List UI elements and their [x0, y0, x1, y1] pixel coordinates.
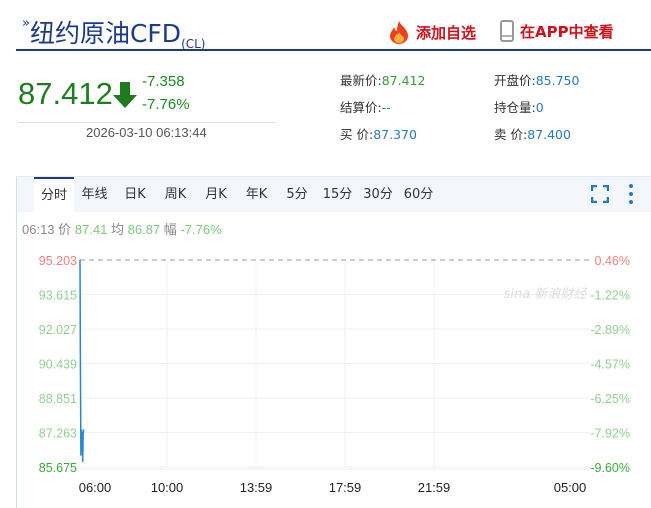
x-tick-label: 21:59: [418, 480, 451, 495]
x-tick-label: 10:00: [151, 480, 184, 495]
price-line: [79, 259, 85, 463]
price-change-percent: -7.76%: [142, 96, 190, 113]
fullscreen-icon[interactable]: [591, 185, 609, 203]
tab-8[interactable]: 30分: [363, 187, 393, 202]
flame-icon: [390, 21, 408, 44]
chart-panel: [16, 176, 651, 508]
x-tick-label: 05:00: [554, 480, 587, 495]
x-tick-label: 06:00: [79, 480, 112, 495]
tab-9[interactable]: 60分: [403, 187, 434, 202]
tab-7[interactable]: 15分: [322, 187, 353, 202]
y-tick-label: 88.851: [39, 392, 77, 406]
quote-field: 持仓量:0: [494, 100, 544, 115]
chart-tabs: 分时 年线 日K 周K 月K 年K 5分 15分 30分 60分: [17, 177, 651, 212]
header-divider: [16, 49, 651, 51]
y-tick-label: 90.439: [39, 358, 77, 372]
y-tick-label: 85.675: [39, 461, 77, 475]
quote-field: 结算价:--: [340, 100, 391, 115]
tab-2[interactable]: 日K: [124, 187, 146, 202]
crosshair-info: 06:13 价 87.41 均 86.87 幅 -7.76%: [22, 222, 222, 237]
tab-5[interactable]: 年K: [245, 187, 268, 202]
add-watchlist-button[interactable]: 添加自选: [388, 20, 476, 44]
y-right-tick-label: -9.60%: [590, 461, 630, 475]
y-right-tick-label: 0.46%: [595, 254, 630, 268]
quote-time: 2026-03-10 06:13:44: [86, 125, 207, 140]
tab-6[interactable]: 5分: [286, 187, 308, 202]
y-tick-label: 87.263: [39, 427, 77, 441]
view-in-app-button[interactable]: 在APP中查看: [500, 20, 614, 42]
down-arrow-icon: [113, 82, 137, 108]
price-change: -7.358: [142, 73, 185, 90]
y-right-tick-label: -1.22%: [590, 289, 630, 303]
page-title: »纽约原油CFD(CL): [22, 16, 206, 51]
divider: [18, 122, 276, 123]
tab-3[interactable]: 周K: [164, 187, 187, 202]
y-tick-label: 92.027: [39, 323, 77, 337]
phone-icon: [500, 20, 514, 42]
quote-field: 开盘价:85.750: [494, 73, 580, 88]
tab-0[interactable]: 分时: [34, 177, 74, 212]
price-chart[interactable]: 95.203 0.46% 93.615 -1.22% 92.027 -2.89% 90.43…: [0, 240, 651, 508]
y-right-tick-label: -7.92%: [590, 427, 630, 441]
x-tick-label: 17:59: [329, 480, 362, 495]
x-tick-label: 13:59: [240, 480, 273, 495]
y-tick-label: 93.615: [39, 289, 77, 303]
tab-4[interactable]: 月K: [205, 187, 227, 202]
tab-1[interactable]: 年线: [81, 187, 108, 202]
watermark: sina 新浪财经: [504, 286, 589, 302]
y-tick-label: 95.203: [39, 254, 77, 268]
y-right-tick-label: -2.89%: [590, 323, 630, 337]
y-right-tick-label: -4.57%: [590, 358, 630, 372]
quote-field: 买 价:87.370: [340, 127, 417, 142]
quote-field: 最新价:87.412: [340, 73, 426, 88]
y-right-tick-label: -6.25%: [590, 392, 630, 406]
more-options-icon[interactable]: [628, 183, 634, 205]
quote-field: 卖 价:87.400: [494, 127, 571, 142]
last-price: 87.412: [18, 76, 113, 111]
